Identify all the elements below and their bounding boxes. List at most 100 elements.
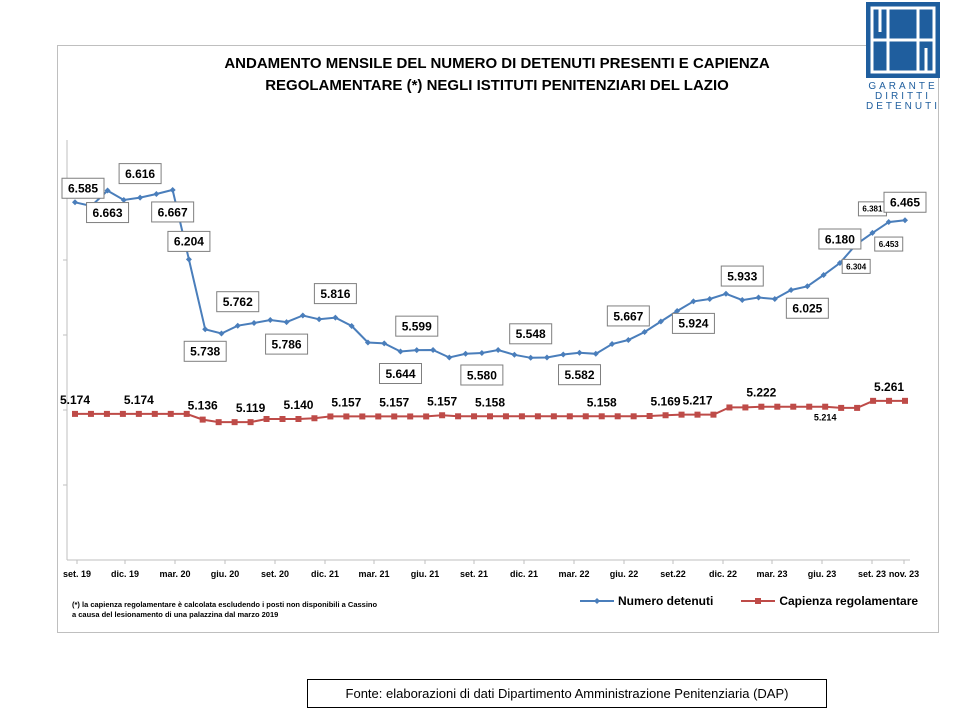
data-label-box <box>313 283 357 305</box>
legend-item-capienza: Capienza regolamentare <box>741 594 918 608</box>
data-point <box>836 260 843 266</box>
data-point <box>295 416 302 422</box>
data-label: 5.158 <box>475 395 505 409</box>
x-tick-label: dic. 19 <box>111 569 139 579</box>
data-point <box>251 320 258 326</box>
legend-label-detenuti: Numero detenuti <box>618 594 714 608</box>
data-point <box>609 341 616 347</box>
data-label-box <box>460 364 504 386</box>
data-label: 5.924 <box>678 317 708 331</box>
data-point <box>478 350 485 356</box>
logo-text-line1: GARANTE <box>868 81 938 92</box>
data-point <box>348 323 355 329</box>
data-point <box>592 350 599 357</box>
data-point <box>755 294 762 301</box>
data-point <box>446 354 453 361</box>
data-label: 6.585 <box>68 182 98 196</box>
data-label-box <box>395 315 439 337</box>
data-point <box>726 404 733 411</box>
data-point <box>455 413 462 420</box>
chart-title-line1: ANDAMENTO MENSILE DEL NUMERO DI DETENUTI… <box>224 55 770 72</box>
data-point <box>327 413 334 420</box>
data-point <box>771 296 778 302</box>
data-point <box>534 413 541 420</box>
data-point <box>722 290 729 297</box>
footnote: (*) la capienza regolamentare è calcolat… <box>72 600 432 620</box>
data-point <box>279 416 286 422</box>
data-label: 5.222 <box>746 386 776 400</box>
data-point <box>487 413 493 420</box>
data-label: 6.616 <box>125 167 155 181</box>
data-label: 5.644 <box>385 367 415 381</box>
data-label: 5.217 <box>682 394 712 408</box>
data-point <box>502 413 509 420</box>
data-label-box <box>265 333 309 355</box>
data-label: 6.453 <box>879 240 900 249</box>
legend-line-icon <box>741 598 776 604</box>
data-label-box <box>216 291 260 313</box>
data-point <box>87 410 94 417</box>
logo-mark-icon <box>866 2 940 78</box>
data-point <box>886 397 893 404</box>
data-label: 5.157 <box>331 395 361 409</box>
data-point <box>169 186 176 193</box>
data-point <box>72 199 78 206</box>
data-point <box>120 197 127 203</box>
data-point <box>902 217 908 224</box>
data-label-box <box>671 312 715 334</box>
data-point <box>311 415 318 422</box>
x-tick-label: set. 21 <box>460 569 488 579</box>
data-point <box>199 416 206 423</box>
chart-title-line2: REGOLAMENTARE (*) NEGLI ISTITUTI PENITEN… <box>265 77 729 94</box>
data-point <box>739 297 746 304</box>
data-label-box <box>720 265 764 287</box>
data-label: 6.465 <box>890 196 920 210</box>
x-tick-label: giu. 23 <box>808 569 837 579</box>
data-label: 5.157 <box>427 394 457 408</box>
data-point <box>625 336 632 343</box>
data-point <box>806 403 813 410</box>
legend-item-detenuti: Numero detenuti <box>580 594 713 608</box>
data-label: 5.140 <box>283 398 313 412</box>
data-point <box>690 298 697 305</box>
source-note: Fonte: elaborazioni di dati Dipartimento… <box>307 679 827 708</box>
chart-title: ANDAMENTO MENSILE DEL NUMERO DI DETENUTI… <box>57 53 937 97</box>
x-tick-label: dic. 22 <box>709 569 737 579</box>
data-point <box>630 413 637 420</box>
data-point <box>185 256 192 263</box>
data-point <box>359 413 366 420</box>
data-point <box>657 318 664 325</box>
data-label-box <box>151 201 195 223</box>
logo-text-line3: DETENUTI <box>866 101 940 112</box>
x-tick-label: set.22 <box>660 569 686 579</box>
data-point <box>267 317 274 323</box>
data-point <box>151 410 158 417</box>
data-label-box <box>61 177 105 199</box>
data-point <box>381 340 388 347</box>
data-label-box <box>841 258 871 274</box>
data-point <box>471 413 478 420</box>
data-label: 5.169 <box>651 394 681 408</box>
data-point <box>234 322 241 329</box>
x-tick-label: set. 20 <box>261 569 289 579</box>
data-label: 6.663 <box>93 206 123 220</box>
data-point <box>902 397 908 404</box>
data-point <box>215 419 222 426</box>
data-label: 5.582 <box>564 368 594 382</box>
x-tick-label: giu. 20 <box>211 569 240 579</box>
data-label-box <box>785 297 829 319</box>
data-point <box>153 191 160 197</box>
data-point <box>104 187 111 194</box>
data-point <box>103 410 110 417</box>
data-label-box <box>509 323 553 345</box>
data-label: 6.180 <box>825 232 855 246</box>
data-point <box>202 326 209 333</box>
data-label: 6.204 <box>174 235 204 249</box>
data-label-box <box>606 305 650 327</box>
data-label: 5.786 <box>272 337 302 351</box>
data-point <box>662 412 669 419</box>
data-point <box>495 347 502 353</box>
data-label: 5.261 <box>874 380 904 394</box>
data-label-box <box>378 363 422 384</box>
data-point <box>247 419 254 426</box>
